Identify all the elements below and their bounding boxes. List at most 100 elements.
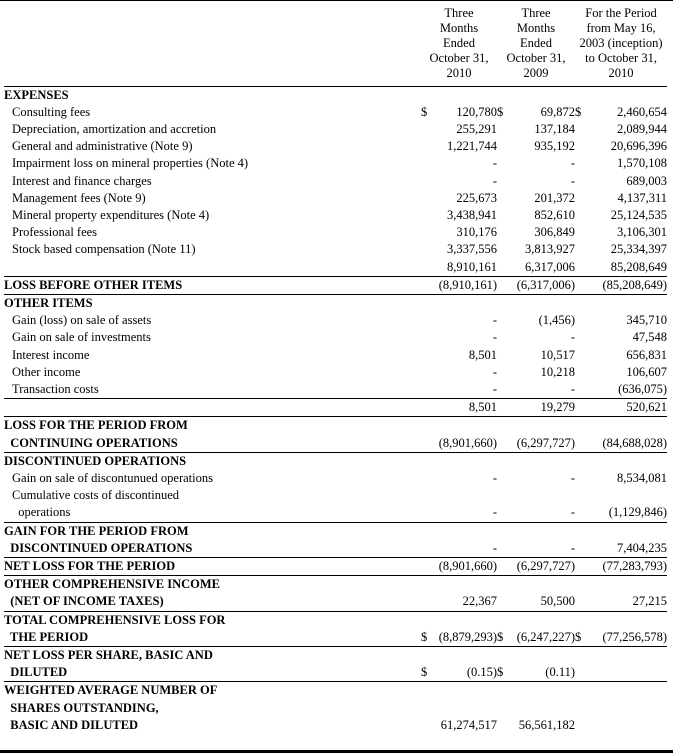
table-row: TOTAL COMPREHENSIVE LOSS FOR THE PERIOD $… xyxy=(4,611,668,648)
cell-value: 50,500 xyxy=(513,575,576,612)
row-label: OTHER COMPREHENSIVE INCOME (NET OF INCOM… xyxy=(4,575,421,612)
cell-value: 345,710 xyxy=(626,313,668,328)
cell-value: 27,215 xyxy=(591,575,668,612)
cell-value: 106,607 xyxy=(626,364,668,379)
table-row: Interest and finance charges - - 689,003 xyxy=(4,173,667,190)
table-header-row: Three Months Ended October 31, 2010 Three… xyxy=(4,1,668,87)
cell-value: 225,673 xyxy=(456,190,498,205)
cell-value: 310,176 xyxy=(456,225,498,240)
currency-symbol xyxy=(421,207,435,224)
currency-symbol xyxy=(497,522,514,559)
cell-value: 56,561,182 xyxy=(518,717,576,732)
table-row: Mineral property expenditures (Note 4) 3,… xyxy=(4,207,667,224)
cell-value: 8,501 xyxy=(468,347,498,362)
table-row: Stock based compensation (Note 11) 3,337,… xyxy=(4,241,667,258)
cell-value: 3,438,941 xyxy=(447,207,498,222)
currency-symbol xyxy=(575,329,591,346)
currency-symbol xyxy=(497,294,513,312)
cell-value: 656,831 xyxy=(626,347,668,362)
cell-value: 8,910,161 xyxy=(435,258,498,277)
currency-symbol: $ xyxy=(421,646,435,683)
cell-value: - xyxy=(513,522,576,559)
cell-value: 20,696,396 xyxy=(610,139,668,154)
currency-symbol: $ xyxy=(497,611,514,648)
currency-symbol xyxy=(421,258,435,277)
row-label: OTHER ITEMS xyxy=(4,295,93,310)
cell-value: (8,901,660) xyxy=(435,557,498,577)
cell-value: 255,291 xyxy=(456,121,498,136)
cell-value: 10,218 xyxy=(540,364,576,379)
table-row: 8,501 19,279 520,621 xyxy=(4,398,668,418)
cell-value: (0.11) xyxy=(513,646,576,683)
cell-value: (77,256,578) xyxy=(591,611,668,648)
currency-symbol xyxy=(497,155,513,172)
currency-symbol xyxy=(575,575,592,612)
table-row: OTHER ITEMS xyxy=(4,294,667,312)
currency-symbol xyxy=(575,155,591,172)
table-row: NET LOSS PER SHARE, BASIC AND DILUTED $ (0… xyxy=(4,646,668,683)
currency-symbol xyxy=(497,86,513,104)
currency-symbol xyxy=(421,557,435,577)
cell-value: 2,460,654 xyxy=(617,104,668,119)
cell-value: 689,003 xyxy=(626,173,668,188)
row-label: Other income xyxy=(12,364,81,379)
table-row: WEIGHTED AVERAGE NUMBER OF SHARES OUTSTA… xyxy=(4,682,667,734)
currency-symbol xyxy=(497,470,513,487)
cell-value: - xyxy=(492,313,498,328)
currency-symbol xyxy=(497,312,513,329)
currency-symbol xyxy=(421,312,435,329)
currency-symbol xyxy=(575,557,592,577)
table-row: Impairment loss on mineral properties (N… xyxy=(4,155,667,172)
cell-value: 22,367 xyxy=(435,575,498,612)
row-label: Professional fees xyxy=(12,225,98,240)
row-label: Gain (loss) on sale of assets xyxy=(12,313,152,328)
currency-symbol xyxy=(421,575,435,612)
currency-symbol xyxy=(575,86,591,104)
cell-value: - xyxy=(570,330,576,345)
cell-value: 69,872 xyxy=(540,104,576,119)
row-label: EXPENSES xyxy=(4,87,69,102)
table-row: NET LOSS FOR THE PERIOD (8,901,660) (6,297… xyxy=(4,557,668,577)
currency-symbol xyxy=(421,241,435,258)
row-label: NET LOSS FOR THE PERIOD xyxy=(4,557,421,577)
table-row: LOSS BEFORE OTHER ITEMS (8,910,161) (6,317… xyxy=(4,276,668,295)
cell-value: (636,075) xyxy=(591,380,668,400)
currency-symbol xyxy=(497,380,514,400)
currency-symbol xyxy=(575,258,592,277)
cell-value: - xyxy=(570,173,576,188)
currency-symbol xyxy=(575,470,591,487)
currency-symbol xyxy=(575,416,592,453)
table-row: Other income - 10,218 106,607 xyxy=(4,364,667,381)
table-row: 8,910,161 6,317,006 85,208,649 xyxy=(4,258,668,277)
cell-value: (1,456) xyxy=(538,313,576,328)
currency-symbol xyxy=(421,294,435,312)
table-row: Transaction costs - - (636,075) xyxy=(4,380,668,400)
column-header-three-months-2009: Three Months Ended October 31, 2009 xyxy=(497,1,576,87)
table-row: LOSS FOR THE PERIOD FROM CONTINUING OPER… xyxy=(4,416,668,453)
cell-value xyxy=(591,452,667,470)
table-row: Gain (loss) on sale of assets - (1,456) 345… xyxy=(4,312,667,329)
currency-symbol xyxy=(575,138,591,155)
cell-value: 1,570,108 xyxy=(617,156,668,171)
row-label: LOSS BEFORE OTHER ITEMS xyxy=(4,276,421,295)
row-label: Gain on sale of discontunued operations xyxy=(12,471,213,485)
currency-symbol xyxy=(575,452,591,470)
cell-value: - xyxy=(492,364,498,379)
table-row: EXPENSES xyxy=(4,86,667,104)
cell-value: (8,901,660) xyxy=(435,416,498,453)
cell-value: 4,137,311 xyxy=(617,190,668,205)
currency-symbol xyxy=(421,380,435,400)
cell-value: 306,849 xyxy=(534,225,576,240)
table-row: Management fees (Note 9) 225,673 201,372 4,… xyxy=(4,190,667,207)
currency-symbol xyxy=(421,416,435,453)
cell-value: 3,337,556 xyxy=(447,242,498,257)
row-label: LOSS FOR THE PERIOD FROM CONTINUING OPER… xyxy=(4,416,421,453)
currency-symbol xyxy=(497,138,513,155)
row-label xyxy=(4,258,421,277)
cell-value: - xyxy=(435,522,498,559)
cell-value: 19,279 xyxy=(513,398,576,418)
row-label: Impairment loss on mineral properties (N… xyxy=(12,156,249,171)
cell-value: - xyxy=(513,380,576,400)
currency-symbol xyxy=(497,452,513,470)
